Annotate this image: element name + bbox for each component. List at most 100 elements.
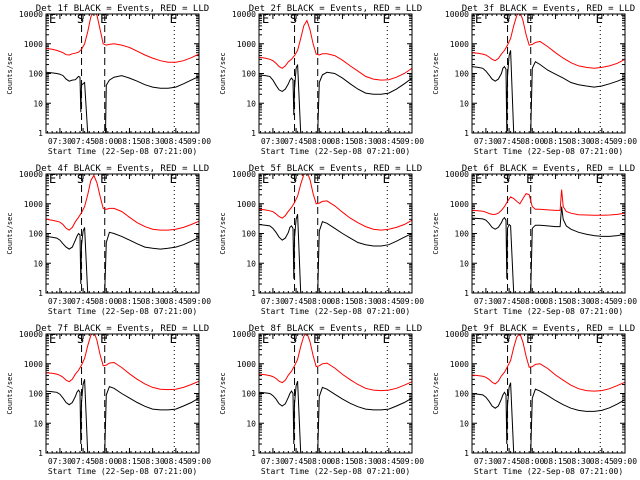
- y-tick-label: 1000: [237, 40, 256, 49]
- x-tick-label: 08:45: [377, 137, 401, 146]
- chart-panel-2: Det 2f BLACK = Events, RED = LLD Counts/s…: [219, 4, 424, 156]
- x-tick-label: 07:45: [71, 297, 95, 306]
- x-tick-label: 07:45: [497, 297, 521, 306]
- y-tick-label: 1: [464, 449, 469, 458]
- x-tick-label: 08:15: [330, 297, 354, 306]
- x-tick-label: 08:15: [543, 297, 567, 306]
- interval-marker-label: S: [290, 172, 297, 186]
- plot-frame: [471, 173, 626, 294]
- y-tick-label: 100: [455, 230, 470, 239]
- lld-rate-line: [472, 334, 625, 392]
- y-tick-label: 10000: [19, 330, 43, 339]
- x-tick-label: 08:15: [117, 457, 141, 466]
- y-tick-label: 10000: [19, 170, 43, 179]
- y-tick-label: 10000: [232, 10, 256, 19]
- lld-rate-line: [46, 174, 199, 231]
- x-axis-label: Start Time (22-Sep-08 07:21:00): [48, 307, 197, 316]
- interval-marker-label: E: [596, 332, 603, 346]
- y-tick-label: 10: [33, 419, 43, 428]
- x-tick-label: 07:30: [474, 297, 498, 306]
- x-tick-label: 08:30: [567, 297, 591, 306]
- x-tick-label: 08:45: [164, 457, 188, 466]
- x-tick-label: 08:30: [354, 137, 378, 146]
- panel-title: Det 3f BLACK = Events, RED = LLD: [462, 4, 635, 14]
- x-axis-label: Start Time (22-Sep-08 07:21:00): [48, 467, 197, 476]
- x-tick-label: 07:30: [261, 457, 285, 466]
- y-tick-label: 10000: [19, 10, 43, 19]
- x-tick-label: 08:45: [164, 297, 188, 306]
- x-tick-label: 08:30: [141, 137, 165, 146]
- x-tick-label: 08:15: [117, 297, 141, 306]
- lld-rate-line: [472, 14, 625, 69]
- y-axis-label: Counts/sec: [432, 52, 440, 94]
- x-tick-label: 08:45: [164, 137, 188, 146]
- y-tick-label: 10: [33, 99, 43, 108]
- interval-marker-label: S: [290, 12, 297, 26]
- x-tick-label: 08:00: [520, 137, 544, 146]
- y-tick-label: 10: [459, 419, 469, 428]
- panel-title: Det 2f BLACK = Events, RED = LLD: [249, 4, 422, 14]
- interval-marker-label: E: [49, 172, 56, 186]
- plot-frame: [258, 13, 413, 134]
- y-tick-label: 1: [38, 129, 43, 138]
- y-tick-label: 10000: [445, 10, 469, 19]
- interval-marker-label: E: [383, 172, 390, 186]
- x-tick-label: 08:45: [377, 457, 401, 466]
- y-axis-label: Counts/sec: [219, 372, 227, 414]
- interval-marker-label: E: [49, 332, 56, 346]
- x-axis-label: Start Time (22-Sep-08 07:21:00): [261, 307, 410, 316]
- events-rate-line: [472, 382, 625, 453]
- y-tick-label: 100: [29, 230, 44, 239]
- x-tick-label: 08:00: [94, 297, 118, 306]
- interval-marker-label: E: [475, 12, 482, 26]
- x-tick-label: 07:45: [284, 137, 308, 146]
- x-tick-label: 09:00: [187, 137, 211, 146]
- interval-marker-label: E: [383, 12, 390, 26]
- interval-marker-label: S: [503, 172, 510, 186]
- x-tick-label: 08:15: [330, 137, 354, 146]
- interval-marker-label: E: [596, 172, 603, 186]
- x-tick-label: 07:45: [71, 137, 95, 146]
- x-tick-label: 09:00: [187, 457, 211, 466]
- y-tick-label: 1000: [450, 40, 469, 49]
- x-tick-label: 07:30: [48, 457, 72, 466]
- x-tick-label: 08:45: [377, 297, 401, 306]
- plot-frame: [45, 173, 200, 294]
- chart-panel-6: Det 6f BLACK = Events, RED = LLD Counts/s…: [432, 164, 637, 316]
- lld-rate-line: [46, 334, 199, 391]
- y-tick-label: 100: [242, 230, 257, 239]
- y-tick-label: 10: [246, 99, 256, 108]
- x-tick-label: 07:30: [474, 137, 498, 146]
- chart-panel-3: Det 3f BLACK = Events, RED = LLD Counts/s…: [432, 4, 637, 156]
- interval-marker-label: E: [313, 172, 320, 186]
- x-tick-label: 08:45: [590, 457, 614, 466]
- interval-marker-label: E: [526, 332, 533, 346]
- interval-marker-label: E: [475, 332, 482, 346]
- y-tick-label: 1000: [450, 200, 469, 209]
- y-tick-label: 10: [459, 259, 469, 268]
- y-tick-label: 1: [38, 289, 43, 298]
- x-tick-label: 08:00: [94, 137, 118, 146]
- panel-title: Det 9f BLACK = Events, RED = LLD: [462, 324, 635, 334]
- events-rate-line: [46, 227, 199, 293]
- plot-frame: [45, 13, 200, 134]
- plot-frame: [471, 13, 626, 134]
- events-rate-line: [259, 213, 412, 293]
- y-tick-label: 1: [251, 129, 256, 138]
- y-tick-label: 100: [242, 70, 257, 79]
- y-tick-label: 1000: [450, 360, 469, 369]
- interval-marker-label: E: [313, 12, 320, 26]
- events-rate-line: [46, 379, 199, 453]
- events-rate-line: [472, 206, 625, 293]
- y-tick-label: 100: [29, 390, 44, 399]
- plot-frame: [45, 333, 200, 454]
- interval-marker-label: E: [262, 332, 269, 346]
- lld-rate-line: [259, 19, 412, 81]
- y-tick-label: 100: [242, 390, 257, 399]
- x-tick-label: 07:45: [71, 457, 95, 466]
- y-axis-label: Counts/sec: [219, 52, 227, 94]
- y-tick-label: 10: [33, 259, 43, 268]
- y-tick-label: 10: [459, 99, 469, 108]
- x-tick-label: 07:30: [261, 297, 285, 306]
